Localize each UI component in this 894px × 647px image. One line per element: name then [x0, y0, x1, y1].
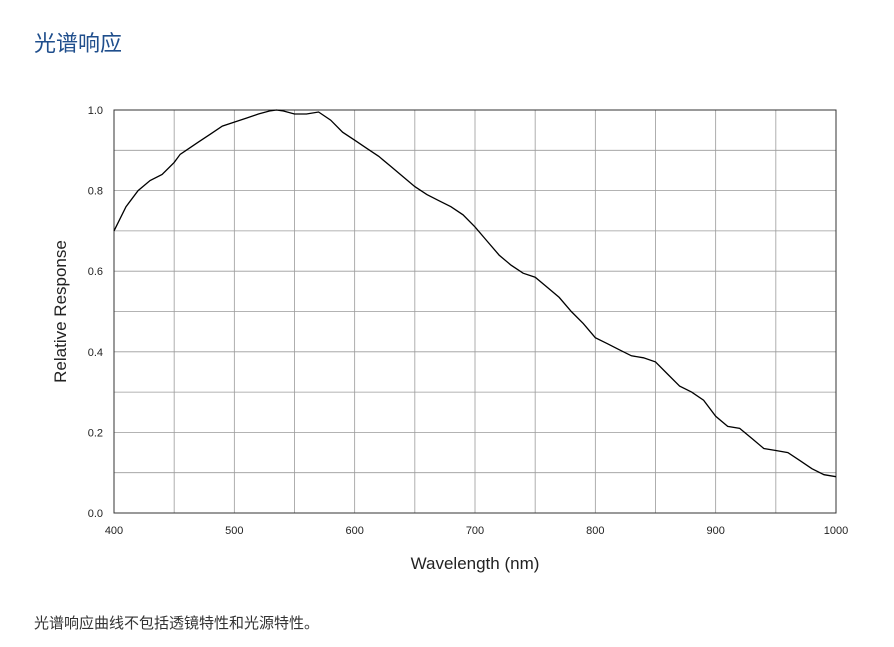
x-tick-label: 400	[105, 525, 123, 537]
tick-labels: 400 500 600 700 800 900 1000 0.0 0.2 0.4 0.6 0.8 1.0	[88, 105, 849, 537]
x-tick-label: 900	[706, 525, 724, 537]
grid	[114, 110, 836, 513]
y-tick-label: 0.0	[88, 508, 103, 520]
x-tick-label: 800	[586, 525, 604, 537]
spectral-response-chart: 400 500 600 700 800 900 1000 0.0 0.2 0.4 0.6 0.8 1.0…	[0, 95, 894, 585]
y-tick-label: 0.6	[88, 266, 103, 278]
chart-caption: 光谱响应曲线不包括透镜特性和光源特性。	[34, 614, 320, 632]
chart-svg: 400 500 600 700 800 900 1000 0.0 0.2 0.4 0.6 0.8 1.0…	[51, 105, 849, 573]
y-tick-label: 1.0	[88, 105, 103, 117]
page-title: 光谱响应	[34, 32, 123, 57]
plot-area-frame	[113, 109, 837, 514]
x-tick-label: 700	[466, 525, 484, 537]
x-axis-title: Wavelength (nm)	[411, 554, 540, 573]
x-tick-label: 600	[345, 525, 363, 537]
x-tick-label: 1000	[824, 525, 848, 537]
series-line	[113, 109, 837, 478]
y-tick-label: 0.4	[88, 347, 103, 359]
y-tick-label: 0.8	[88, 186, 103, 198]
y-tick-label: 0.2	[88, 427, 103, 439]
x-tick-label: 500	[225, 525, 243, 537]
y-axis-title: Relative Response	[51, 240, 70, 383]
